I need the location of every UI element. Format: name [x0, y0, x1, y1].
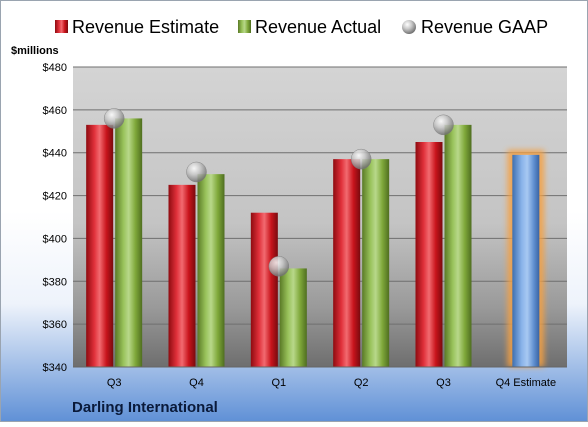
gaap-markers [103, 108, 454, 277]
legend-swatch-revenue-estimate [55, 20, 68, 33]
marker-revenue-gaap [103, 108, 125, 129]
legend-label-revenue-estimate: Revenue Estimate [72, 17, 219, 37]
legend-label-revenue-actual: Revenue Actual [255, 17, 381, 37]
marker-revenue-gaap [433, 114, 454, 136]
x-axis-ticks: Q3 Q4 Q1 Q2 Q3 Q4 Estimate [107, 377, 556, 389]
bars [86, 118, 545, 367]
bar-revenue-estimate [250, 212, 278, 367]
x-tick-label: Q2 [354, 377, 369, 389]
legend-item-revenue-gaap: Revenue GAAP [402, 17, 548, 37]
legend-label-revenue-gaap: Revenue GAAP [421, 17, 548, 37]
legend-marker-revenue-gaap [402, 20, 416, 34]
bar-revenue-estimate [333, 159, 361, 367]
bar-revenue-estimate [168, 184, 196, 367]
plot-area [73, 67, 567, 367]
x-tick-label: Q3 [436, 377, 451, 389]
y-tick-label: $340 [43, 362, 67, 374]
grid [73, 66, 567, 325]
legend-item-revenue-estimate: Revenue Estimate [55, 17, 219, 37]
marker-revenue-gaap [268, 256, 290, 277]
legend-swatch-revenue-actual [238, 20, 251, 33]
y-tick-label: $440 [43, 148, 67, 160]
legend: Revenue Estimate Revenue Actual Revenue … [55, 17, 548, 37]
bar-revenue-actual [362, 159, 390, 367]
y-tick-label: $480 [43, 62, 67, 74]
y-tick-label: $380 [43, 276, 67, 288]
y-axis-ticks: $340 $360 $380 $400 $420 $440 $460 $480 [43, 62, 67, 374]
y-tick-label: $360 [43, 319, 67, 331]
bar-revenue-actual [279, 268, 307, 367]
y-axis-label: $millions [11, 45, 59, 57]
bar-revenue-actual [444, 124, 472, 367]
y-tick-label: $420 [43, 191, 67, 203]
y-tick-label: $460 [43, 105, 67, 117]
legend-item-revenue-actual: Revenue Actual [238, 17, 381, 37]
x-tick-label: Q3 [107, 377, 122, 389]
y-tick-label: $400 [43, 233, 67, 245]
bar-revenue-estimate [86, 124, 114, 367]
x-tick-label: Q4 Estimate [496, 377, 557, 389]
bar-revenue-actual [197, 174, 225, 367]
x-tick-label: Q1 [271, 377, 286, 389]
x-tick-label: Q4 [189, 377, 204, 389]
bar-revenue-actual [115, 118, 143, 367]
bar-q4-estimate [512, 154, 540, 367]
marker-revenue-gaap [350, 148, 372, 170]
bar-revenue-estimate [415, 142, 443, 367]
chart-title: Darling International [72, 399, 218, 416]
marker-revenue-gaap [186, 161, 207, 183]
